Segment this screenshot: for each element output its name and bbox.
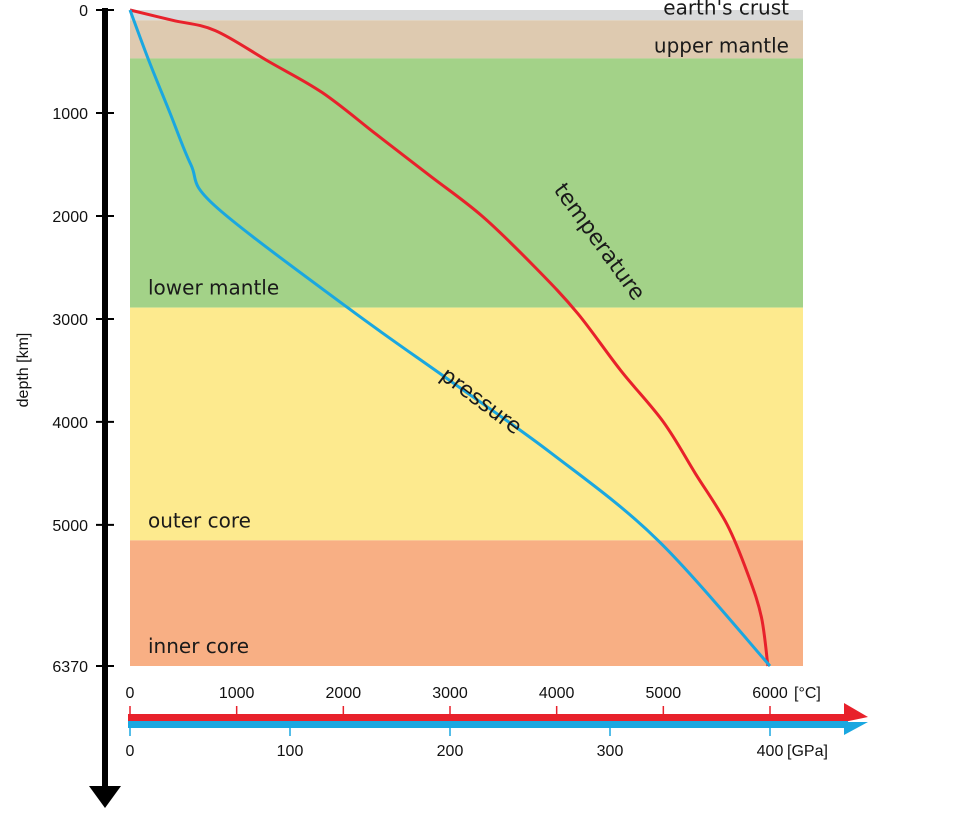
pressure-tick-label: 100 — [277, 743, 304, 760]
layer-label-upper-mantle: upper mantle — [654, 33, 789, 57]
temperature-tick-label: 4000 — [539, 685, 575, 702]
layer-label-outer-core: outer core — [148, 508, 251, 532]
temperature-tick-label: 2000 — [326, 685, 362, 702]
temperature-tick-label: 3000 — [432, 685, 468, 702]
depth-tick-label: 2000 — [52, 209, 88, 226]
pressure-tick-label: 0 — [126, 743, 135, 760]
temperature-tick-label: 0 — [126, 685, 135, 702]
pressure-curve — [128, 9, 772, 668]
layer-label-earth-s-crust: earth's crust — [663, 0, 789, 19]
layer-upper-mantle — [130, 20, 803, 59]
pressure-unit: [GPa] — [787, 743, 828, 760]
pressure-axis: 0 100 200 300 400 [GPa] — [126, 721, 868, 760]
depth-tick-label: 3000 — [52, 312, 88, 329]
earth-layers — [130, 10, 803, 666]
depth-tick-label: 4000 — [52, 415, 88, 432]
temperature-axis: 0 1000 2000 3000 4000 5000 6000 [°C] — [126, 685, 868, 722]
depth-tick-label: 0 — [79, 3, 88, 20]
depth-axis: 0 1000 2000 3000 4000 5000 6370 depth [km] — [15, 3, 121, 808]
temperature-ticks: 0 1000 2000 3000 4000 5000 6000 — [126, 685, 788, 714]
depth-tick-label: 5000 — [52, 518, 88, 535]
layer-label-inner-core: inner core — [148, 634, 249, 658]
layer-label-lower-mantle: lower mantle — [148, 276, 279, 300]
depth-tick-label: 1000 — [52, 106, 88, 123]
depth-axis-title: depth [km] — [15, 333, 32, 408]
temperature-curve — [129, 8, 770, 667]
curves — [128, 8, 772, 668]
temperature-axis-bar — [128, 714, 848, 721]
layer-inner-core — [130, 540, 803, 666]
temperature-tick-label: 6000 — [752, 685, 788, 702]
layer-outer-core — [130, 307, 803, 541]
pressure-axis-bar — [128, 721, 848, 728]
depth-ticks: 0 1000 2000 3000 4000 5000 6370 — [52, 3, 114, 676]
depth-tick-label: 6370 — [52, 659, 88, 676]
temperature-axis-arrowhead — [844, 703, 868, 722]
depth-axis-arrowhead — [89, 786, 121, 808]
temperature-tick-label: 1000 — [219, 685, 255, 702]
pressure-tick-label: 400 — [757, 743, 784, 760]
layer-earth-s-crust — [130, 10, 803, 21]
layer-lower-mantle — [130, 58, 803, 308]
temperature-tick-label: 5000 — [646, 685, 682, 702]
layer-labels: earth's crust upper mantle lower mantle out… — [148, 0, 789, 658]
pressure-tick-label: 200 — [437, 743, 464, 760]
pressure-tick-label: 300 — [597, 743, 624, 760]
temperature-unit: [°C] — [794, 685, 821, 702]
pressure-ticks: 0 100 200 300 400 — [126, 728, 784, 760]
pressure-axis-arrowhead — [844, 722, 868, 735]
